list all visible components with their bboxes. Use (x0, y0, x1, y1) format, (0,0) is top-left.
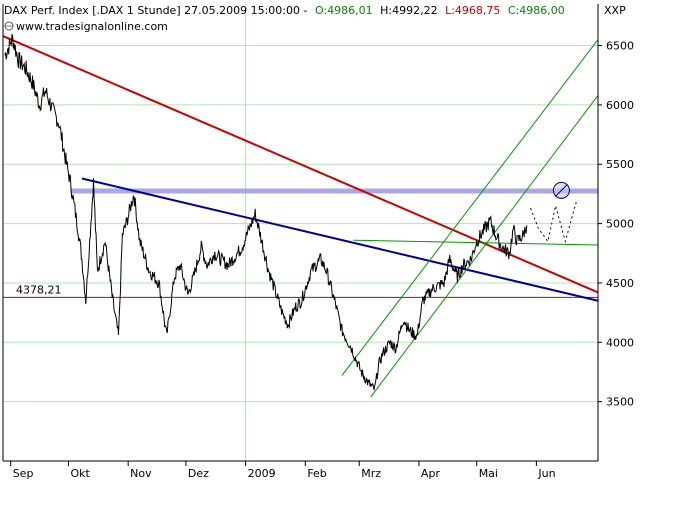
axis-layer: 3500 4000 4500 5000 5500 6000 6500 Sep Okt Nov Dez… (2, 4, 634, 480)
x-tick-label-5: Feb (307, 467, 326, 480)
y-tick-label-5000: 5000 (606, 218, 634, 231)
header-open: O:4986,01 (315, 4, 373, 17)
y-tick-label-4500: 4500 (606, 277, 634, 290)
trendline-4 (353, 239, 599, 246)
y-tick-label-3500: 3500 (606, 396, 634, 409)
y-tick-label-6000: 6000 (606, 99, 634, 112)
price-layer (4, 33, 528, 391)
trendline-2 (341, 39, 599, 376)
x-tick-label-2: Nov (130, 467, 152, 480)
resistance-marker-slash (555, 184, 568, 197)
y-tick-label-6500: 6500 (606, 40, 634, 53)
trendline-1 (81, 177, 599, 302)
corner-label: XXP (604, 4, 626, 17)
source-row: www.tradesignalonline.com (4, 20, 168, 33)
x-tick-label-4: 2009 (248, 467, 276, 480)
price-series (4, 33, 528, 391)
x-tick-label-6: Mrz (361, 467, 381, 480)
trendline-0 (2, 35, 599, 294)
trendline-3 (370, 95, 599, 398)
overlay-layer: 4378,21 (2, 35, 599, 398)
header-instrument: DAX Perf. Index [.DAX 1 Stunde] 27.05.20… (4, 4, 307, 17)
x-tick-label-0: Sep (13, 467, 34, 480)
x-tick-label-1: Okt (70, 467, 90, 480)
support-line-label: 4378,21 (16, 283, 62, 296)
projection-path (530, 199, 578, 244)
x-tick-label-9: Jun (537, 467, 555, 480)
source-url: www.tradesignalonline.com (16, 20, 168, 33)
header-low: L:4968,75 (445, 4, 500, 17)
header-high: H:4992,22 (380, 4, 437, 17)
header-close: C:4986,00 (508, 4, 565, 17)
x-tick-label-8: Mai (479, 467, 498, 480)
chart-header: DAX Perf. Index [.DAX 1 Stunde] 27.05.20… (4, 4, 565, 17)
x-tick-label-3: Dez (188, 467, 209, 480)
x-tick-label-7: Apr (421, 467, 441, 480)
y-tick-label-5500: 5500 (606, 158, 634, 171)
y-tick-label-4000: 4000 (606, 336, 634, 349)
